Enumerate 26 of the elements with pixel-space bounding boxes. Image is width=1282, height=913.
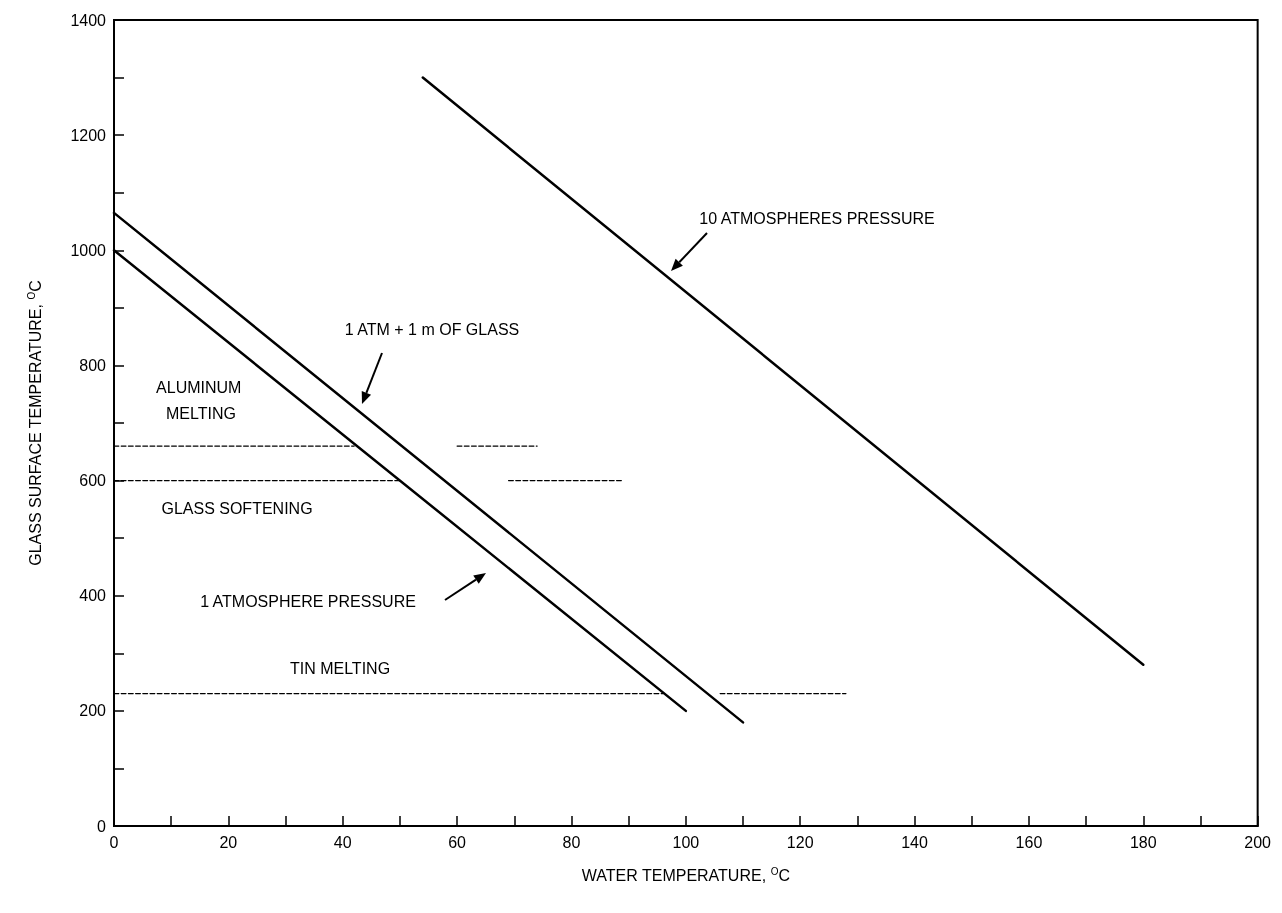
- annotation: 1 ATM + 1 m OF GLASS: [344, 320, 520, 338]
- x-tick-label: 180: [1129, 833, 1157, 851]
- series-label: TIN MELTING: [289, 660, 391, 678]
- y-tick-label: 200: [79, 702, 107, 720]
- y-tick-label: 1000: [70, 241, 107, 259]
- x-tick-label: 120: [786, 833, 814, 851]
- y-axis-title: GLASS SURFACE TEMPERATURE, OC: [25, 280, 44, 566]
- series-label: ALUMINUM MELTING: [156, 378, 246, 422]
- x-tick-label: 60: [448, 833, 467, 851]
- x-tick-label: 160: [1015, 833, 1043, 851]
- x-tick-label: 140: [901, 833, 928, 851]
- x-tick-label: 80: [562, 833, 581, 851]
- y-tick-label: 400: [79, 587, 107, 605]
- x-tick-label: 0: [109, 833, 119, 851]
- x-tick-label: 40: [333, 833, 352, 851]
- y-tick-label: 0: [97, 817, 107, 835]
- series-label: GLASS SOFTENING: [161, 500, 313, 518]
- y-tick-label: 1200: [70, 126, 107, 144]
- annotation: 1 ATMOSPHERE PRESSURE: [200, 592, 416, 610]
- y-tick-label: 600: [79, 472, 107, 490]
- y-tick-label: 800: [79, 356, 107, 374]
- x-tick-label: 20: [219, 833, 238, 851]
- x-tick-label: 200: [1244, 833, 1272, 851]
- x-tick-label: 100: [672, 833, 700, 851]
- y-tick-label: 1400: [70, 11, 107, 29]
- annotation: 10 ATMOSPHERES PRESSURE: [699, 209, 935, 227]
